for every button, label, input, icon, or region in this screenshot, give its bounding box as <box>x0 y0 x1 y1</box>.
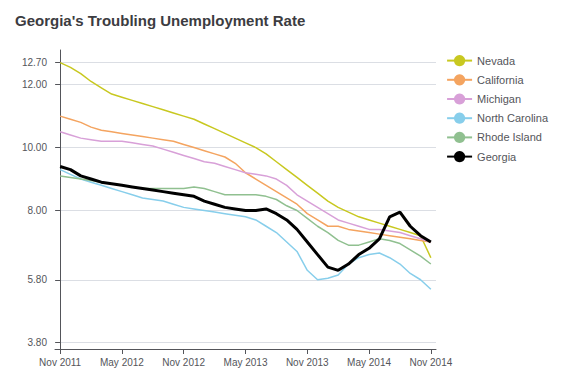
svg-text:May 2014: May 2014 <box>347 357 391 368</box>
svg-text:Rhode Island: Rhode Island <box>477 131 542 143</box>
svg-text:Nov 2014: Nov 2014 <box>409 357 452 368</box>
svg-text:North Carolina: North Carolina <box>477 112 549 124</box>
svg-text:May 2013: May 2013 <box>224 357 268 368</box>
svg-text:Nevada: Nevada <box>477 55 516 67</box>
svg-text:California: California <box>477 74 524 86</box>
svg-text:8.00: 8.00 <box>28 205 48 216</box>
svg-text:10.00: 10.00 <box>22 142 47 153</box>
svg-text:12.70: 12.70 <box>22 57 47 68</box>
svg-text:May 2012: May 2012 <box>100 357 144 368</box>
svg-text:Georgia's Troubling Unemployme: Georgia's Troubling Unemployment Rate <box>15 12 305 29</box>
svg-text:Georgia: Georgia <box>477 151 517 163</box>
svg-text:Michigan: Michigan <box>477 93 521 105</box>
svg-text:Nov 2013: Nov 2013 <box>286 357 329 368</box>
svg-text:12.00: 12.00 <box>22 79 47 90</box>
svg-text:Nov 2011: Nov 2011 <box>39 357 82 368</box>
svg-text:Nov 2012: Nov 2012 <box>162 357 205 368</box>
svg-text:3.80: 3.80 <box>28 337 48 348</box>
svg-text:5.80: 5.80 <box>28 274 48 285</box>
